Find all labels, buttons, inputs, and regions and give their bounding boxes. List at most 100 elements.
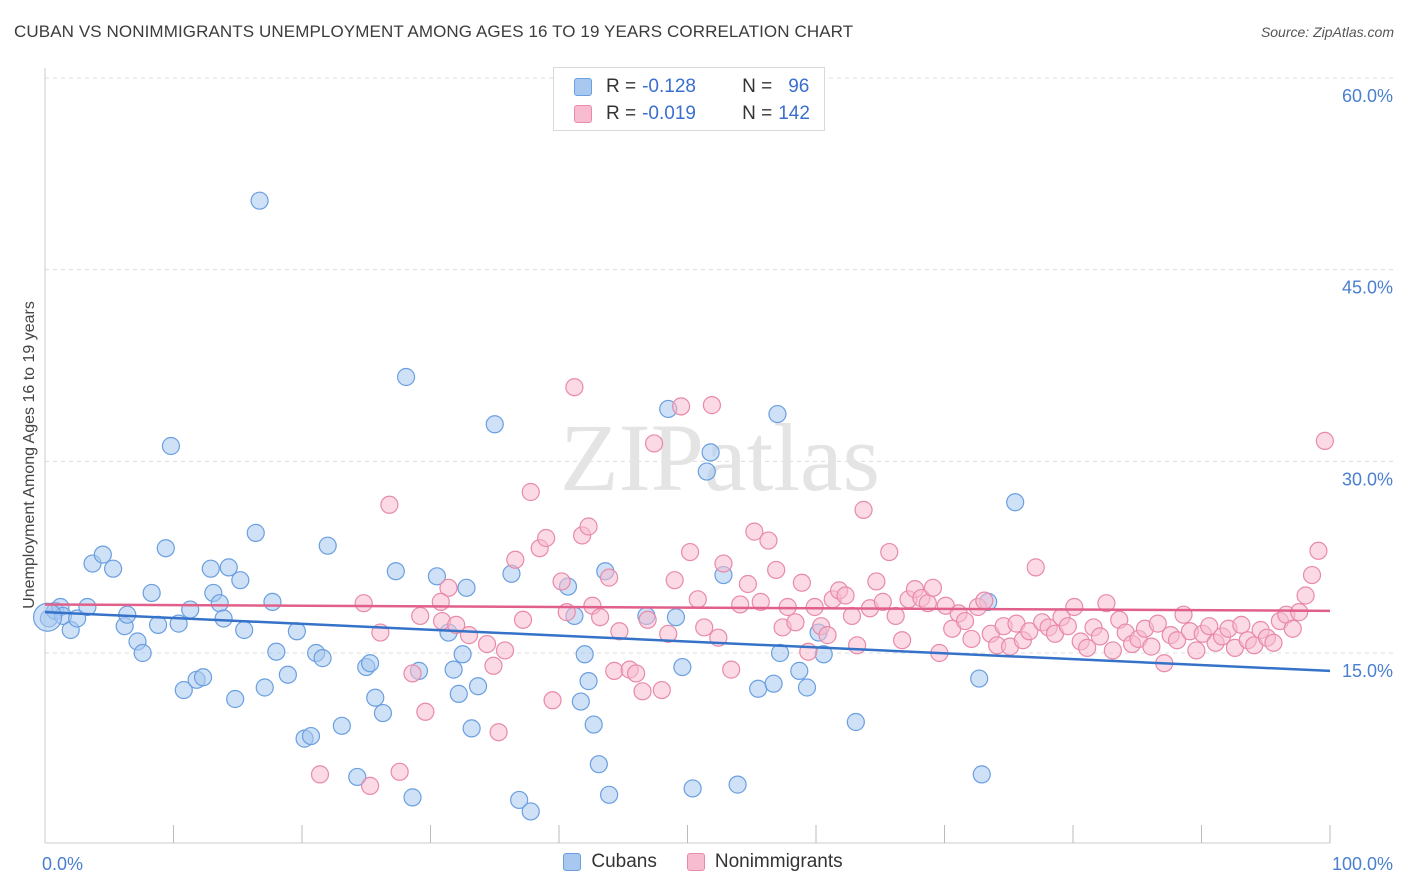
trend-line-nonimmigrants — [44, 603, 1331, 613]
trend-line-cubans — [44, 610, 1331, 673]
data-point — [313, 649, 332, 668]
data-point — [484, 656, 503, 675]
y-tick-label: 30.0% — [1342, 469, 1393, 489]
data-point — [93, 545, 112, 564]
legend-swatch-cubans — [574, 78, 592, 96]
data-point — [591, 608, 610, 627]
data-point — [457, 578, 476, 597]
legend-n-label: N = — [742, 76, 773, 97]
data-point — [972, 765, 991, 784]
data-point — [659, 624, 678, 643]
y-axis-label: Unemployment Among Ages 16 to 19 years — [21, 301, 38, 609]
legend-swatch-nonimmigrants — [574, 105, 592, 123]
data-point — [1097, 594, 1116, 613]
data-point — [1315, 431, 1334, 450]
data-point — [219, 558, 238, 577]
data-point — [201, 559, 220, 578]
data-point — [477, 634, 497, 654]
axes — [44, 68, 1331, 844]
data-point — [702, 396, 722, 415]
data-point — [231, 571, 250, 590]
data-point — [386, 562, 405, 581]
data-point — [1290, 603, 1309, 622]
data-point — [880, 542, 899, 562]
data-point — [373, 703, 393, 723]
data-point — [571, 692, 590, 711]
data-point — [1200, 617, 1219, 636]
legend-row-nonimmigrants: R = -0.019 N = 142 — [574, 102, 810, 126]
data-point — [214, 609, 233, 628]
data-point — [537, 528, 556, 548]
x-tick-label: 0.0% — [42, 854, 83, 874]
data-point — [495, 641, 515, 660]
data-point — [731, 595, 750, 614]
data-point — [506, 550, 525, 569]
data-point — [361, 776, 380, 795]
data-point — [447, 615, 466, 634]
legend-item-nonimmigrants: Nonimmigrants — [686, 851, 843, 873]
data-point — [1283, 619, 1302, 638]
data-point — [431, 592, 450, 611]
data-point — [955, 611, 975, 631]
data-point — [366, 688, 385, 707]
data-point — [1058, 617, 1077, 636]
data-point — [673, 657, 692, 677]
data-point — [1103, 641, 1122, 660]
data-point — [846, 712, 865, 732]
data-point — [962, 629, 981, 649]
data-point — [652, 680, 671, 700]
legend-r-label: R = — [606, 76, 637, 97]
data-point — [235, 620, 254, 640]
y-tick-label: 45.0% — [1342, 278, 1393, 298]
data-point — [579, 517, 598, 536]
data-point — [104, 559, 123, 578]
chart-title: CUBAN VS NONIMMIGRANTS UNEMPLOYMENT AMON… — [14, 22, 854, 41]
legend-r-value: -0.128 — [642, 76, 696, 97]
data-point — [666, 608, 686, 627]
legend-swatch-cubans — [563, 853, 582, 871]
data-point — [836, 586, 855, 605]
data-point — [1167, 631, 1187, 650]
data-point — [348, 767, 367, 787]
data-point — [565, 378, 584, 397]
data-point — [626, 664, 646, 683]
series-legend: Cubans Nonimmigrants — [0, 851, 1406, 873]
data-point — [749, 679, 768, 698]
data-point — [683, 779, 702, 798]
legend-n-value: 142 — [778, 103, 810, 124]
data-point — [589, 755, 608, 774]
data-point — [148, 615, 168, 634]
legend-item-cubans: Cubans — [563, 851, 657, 873]
data-point — [403, 664, 422, 683]
stats-legend: R = -0.128 N = 96 R = -0.019 N = 142 — [553, 67, 825, 131]
data-point — [1174, 605, 1193, 624]
data-point — [278, 665, 297, 684]
data-point — [584, 715, 603, 734]
data-point — [600, 568, 619, 587]
data-point — [133, 643, 152, 663]
data-point — [892, 631, 912, 650]
data-point — [579, 672, 598, 691]
data-point — [181, 600, 200, 619]
data-point — [390, 762, 409, 781]
legend-label-nonimmigrants: Nonimmigrants — [714, 851, 843, 872]
data-point — [1264, 633, 1283, 652]
data-point — [701, 443, 720, 462]
data-point — [970, 669, 989, 688]
data-point — [543, 691, 562, 710]
data-point — [923, 578, 943, 597]
data-point — [318, 536, 337, 555]
data-point — [453, 645, 472, 664]
trend-layer — [44, 603, 1331, 673]
data-point — [975, 591, 994, 610]
legend-n-label: N = — [742, 103, 773, 124]
data-point — [287, 622, 306, 641]
data-point — [792, 573, 811, 592]
legend-r-label: R = — [606, 103, 637, 124]
legend-swatch-nonimmigrants — [686, 853, 705, 871]
data-point — [380, 495, 399, 514]
data-point — [396, 367, 416, 387]
source-label: Source: ZipAtlas.com — [1260, 24, 1394, 40]
data-point — [767, 560, 786, 580]
data-point — [695, 618, 714, 637]
